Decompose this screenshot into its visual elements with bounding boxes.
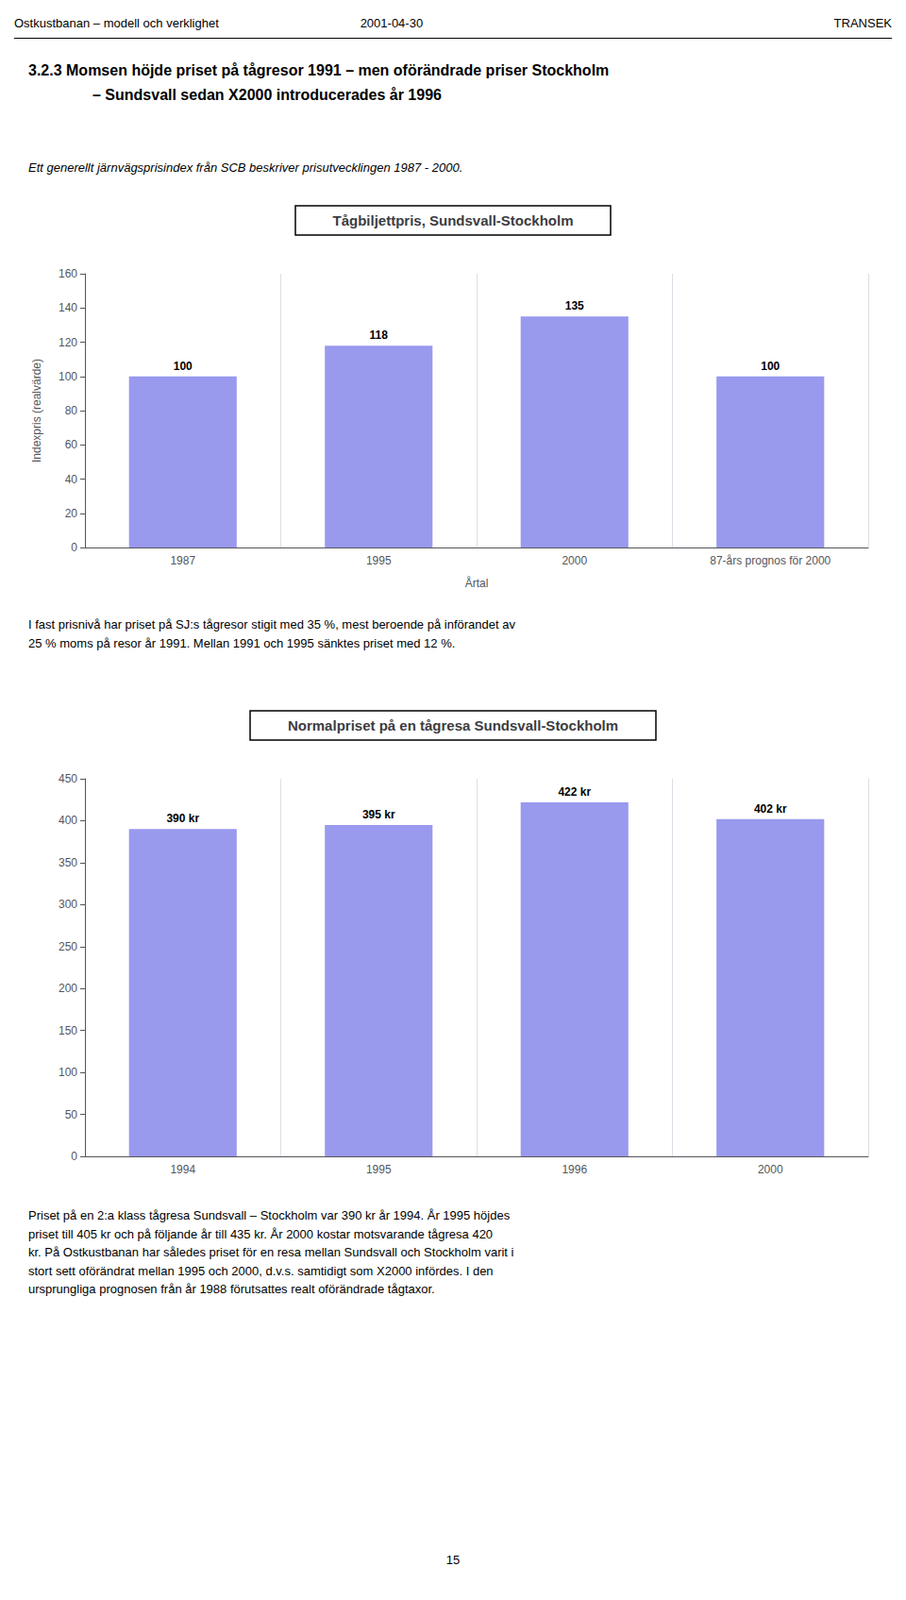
html-text:Ett generellt järnvägsprisinde: Ett generellt järnvägsprisindex från SCB… — [28, 160, 463, 175]
svg-text:Indexpris (realvärde): Indexpris (realvärde) — [30, 358, 44, 463]
svg-text:395 kr: 395 kr — [362, 807, 396, 822]
html-text:3.2.3 Momsen höjde priset på t: 3.2.3 Momsen höjde priset på tågresor 19… — [28, 62, 610, 79]
html-text:25 % moms på resor år 1991. Me: 25 % moms på resor år 1991. Mellan 1991 … — [28, 635, 456, 650]
svg-text:450: 450 — [58, 771, 78, 786]
html-text:ursprungliga prognosen från år: ursprungliga prognosen från år 1988 föru… — [28, 1281, 435, 1296]
svg-text:87-års prognos för 2000: 87-års prognos för 2000 — [709, 553, 831, 568]
svg-text:250: 250 — [58, 939, 78, 954]
html-text:TRANSEK: TRANSEK — [833, 16, 892, 31]
svg-text:100: 100 — [58, 369, 78, 384]
svg-text:1987: 1987 — [169, 553, 196, 568]
svg-text:2000: 2000 — [561, 553, 588, 568]
svg-text:160: 160 — [58, 267, 78, 281]
svg-text:1996: 1996 — [561, 1162, 588, 1176]
html-text:priset till 405 kr och på följ: priset till 405 kr och på följande år ti… — [28, 1226, 493, 1241]
html-text:– Sundsvall sedan X2000 introd: – Sundsvall sedan X2000 introducerades å… — [92, 86, 442, 103]
svg-text:1994: 1994 — [169, 1162, 196, 1176]
svg-text:150: 150 — [58, 1023, 78, 1038]
svg-text:0: 0 — [70, 1149, 78, 1163]
svg-text:50: 50 — [65, 1107, 79, 1122]
html-text:stort sett oförändrat mellan 1: stort sett oförändrat mellan 1995 och 20… — [28, 1263, 494, 1278]
svg-text:Normalpriset på en tågresa Sun: Normalpriset på en tågresa Sundsvall-Sto… — [287, 717, 619, 734]
svg-text:402 kr: 402 kr — [754, 802, 788, 816]
html-text:2001-04-30: 2001-04-30 — [360, 16, 423, 31]
svg-text:100: 100 — [58, 1065, 78, 1079]
svg-text:40: 40 — [65, 472, 79, 487]
svg-text:60: 60 — [65, 437, 79, 452]
html-text:15: 15 — [446, 1552, 460, 1567]
html-text:Priset på en 2:a klass tågresa: Priset på en 2:a klass tågresa Sundsvall… — [28, 1208, 510, 1223]
svg-text:422 kr: 422 kr — [557, 785, 591, 799]
svg-text:Tågbiljettpris, Sundsvall-Stoc: Tågbiljettpris, Sundsvall-Stockholm — [332, 212, 573, 229]
svg-text:120: 120 — [58, 335, 78, 350]
svg-text:350: 350 — [58, 855, 78, 870]
svg-text:Årtal: Årtal — [465, 575, 489, 590]
svg-text:118: 118 — [369, 328, 389, 342]
svg-text:400: 400 — [58, 813, 78, 827]
svg-text:100: 100 — [173, 359, 193, 373]
svg-text:135: 135 — [565, 299, 585, 313]
svg-text:80: 80 — [65, 403, 79, 418]
svg-text:1995: 1995 — [366, 553, 392, 568]
svg-text:2000: 2000 — [757, 1162, 784, 1176]
svg-text:390 kr: 390 kr — [166, 811, 200, 825]
svg-text:300: 300 — [58, 897, 78, 911]
svg-text:0: 0 — [70, 540, 78, 554]
html-text:kr. På Ostkustbanan har sålede: kr. På Ostkustbanan har således priset f… — [28, 1244, 514, 1259]
svg-text:1995: 1995 — [366, 1162, 392, 1176]
svg-text:20: 20 — [65, 506, 79, 521]
svg-text:100: 100 — [760, 359, 780, 373]
html-text:Ostkustbanan – modell och verk: Ostkustbanan – modell och verklighet — [14, 16, 219, 31]
html-text:I fast prisnivå har priset på: I fast prisnivå har priset på SJ:s tågre… — [28, 617, 516, 632]
svg-text:140: 140 — [58, 301, 78, 315]
svg-text:200: 200 — [58, 981, 78, 995]
